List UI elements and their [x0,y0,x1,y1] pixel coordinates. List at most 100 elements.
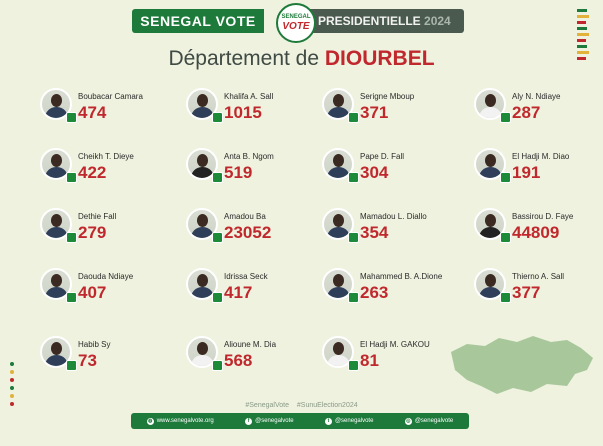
check-badge-icon [212,360,223,371]
candidate-name: El Hadji M. Diao [512,152,570,161]
candidate-votes: 81 [360,351,379,370]
candidate-name: El Hadji M. GAKOU [360,340,430,349]
candidate-name: Cheikh T. Dieye [78,152,134,161]
instagram-icon: ◎ [404,417,412,425]
candidate-votes: 377 [512,283,541,302]
candidate-name: Idrissa Seck [224,272,268,281]
candidate-name: Aly N. Ndiaye [512,92,561,101]
department-name: DIOURBEL [324,47,435,70]
check-badge-icon [212,292,223,303]
decorative-dots [10,358,16,428]
candidate-photo [186,336,218,368]
candidate-photo [186,148,218,180]
candidate-votes: 263 [360,283,389,302]
candidate-votes: 1015 [224,103,262,122]
candidate-photo [40,336,72,368]
check-badge-icon [500,172,511,183]
check-badge-icon [66,112,77,123]
check-badge-icon [500,112,511,123]
candidate-name: Pape D. Fall [360,152,405,161]
candidate-name: Amadou Ba [224,212,266,221]
candidate-photo [474,88,506,120]
candidate-votes: 407 [78,283,107,302]
candidate-card: Anta B. Ngom 519 [186,146,326,190]
candidate-votes: 568 [224,351,253,370]
hashtags: #SenegalVote #SunuElection2024 [245,402,358,409]
candidate-name: Mamadou L. Diallo [360,212,427,221]
candidate-votes: 287 [512,103,541,122]
region-map [451,336,593,394]
candidate-name: Anta B. Ngom [224,152,274,161]
twitter-icon: t [324,417,332,425]
senegal-vote-logo: SENEGAL VOTE [276,3,316,43]
candidate-name: Dethie Fall [78,212,117,221]
candidate-votes: 371 [360,103,389,122]
candidate-card: Daouda Ndiaye 407 [40,266,180,310]
check-badge-icon [212,172,223,183]
candidate-card: Pape D. Fall 304 [322,146,462,190]
decorative-stripes [577,6,591,78]
candidate-card: Idrissa Seck 417 [186,266,326,310]
candidate-name: Habib Sy [78,340,111,349]
check-badge-icon [348,232,359,243]
candidate-votes: 44809 [512,223,560,242]
check-badge-icon [348,360,359,371]
candidate-card: Cheikh T. Dieye 422 [40,146,180,190]
title-prefix: Département de [168,47,320,70]
candidate-votes: 519 [224,163,253,182]
check-badge-icon [66,360,77,371]
candidate-name: Alioune M. Dia [224,340,277,349]
election-label: PRESIDENTIELLE 2024 [296,9,464,33]
website-link[interactable]: ◍ www.senegalvote.org [146,417,214,425]
candidate-card: Aly N. Ndiaye 287 [474,86,603,130]
candidate-card: Habib Sy 73 [40,334,180,378]
footer-bar: ◍ www.senegalvote.org f @senegalvote t @sen… [131,413,469,429]
check-badge-icon [348,112,359,123]
twitter-link[interactable]: t @senegalvote [324,417,373,425]
candidate-votes: 474 [78,103,107,122]
globe-icon: ◍ [146,417,154,425]
facebook-icon: f [245,417,253,425]
candidate-votes: 279 [78,223,107,242]
check-badge-icon [348,172,359,183]
candidate-name: Khalifa A. Sall [224,92,274,101]
logo-bottom-text: VOTE [282,21,310,32]
page-title: Département de DIOURBEL [0,47,603,71]
candidate-name: Mahammed B. A.Dione [360,272,443,281]
election-year: 2024 [424,14,451,28]
candidate-card: Mahammed B. A.Dione 263 [322,266,462,310]
candidate-votes: 304 [360,163,389,182]
candidate-card: Dethie Fall 279 [40,206,180,250]
instagram-link[interactable]: ◎ @senegalvote [404,417,454,425]
candidate-name: Boubacar Camara [78,92,143,101]
check-badge-icon [500,292,511,303]
candidate-votes: 417 [224,283,253,302]
candidate-card: Mamadou L. Diallo 354 [322,206,462,250]
candidate-card: Alioune M. Dia 568 [186,334,326,378]
candidate-card: El Hadji M. Diao 191 [474,146,603,190]
check-badge-icon [212,112,223,123]
candidate-card: Bassirou D. Faye 44809 [474,206,603,250]
check-badge-icon [66,292,77,303]
check-badge-icon [500,232,511,243]
facebook-link[interactable]: f @senegalvote [245,417,294,425]
candidate-name: Thierno A. Sall [512,272,565,281]
candidate-votes: 23052 [224,223,272,242]
candidate-card: Serigne Mboup 371 [322,86,462,130]
candidate-card: El Hadji M. GAKOU 81 [322,334,462,378]
candidate-votes: 354 [360,223,389,242]
candidate-card: Boubacar Camara 474 [40,86,180,130]
check-badge-icon [66,232,77,243]
candidate-card: Thierno A. Sall 377 [474,266,603,310]
candidate-card: Khalifa A. Sall 1015 [186,86,326,130]
header-banner: SENEGAL VOTE PRESIDENTIELLE 2024 [132,9,464,33]
check-badge-icon [66,172,77,183]
candidate-card: Amadou Ba 23052 [186,206,326,250]
candidate-photo [322,336,354,368]
election-name: PRESIDENTIELLE [318,14,421,28]
check-badge-icon [348,292,359,303]
check-badge-icon [212,232,223,243]
brand-label: SENEGAL VOTE [132,9,264,33]
logo-top-text: SENEGAL [281,14,311,20]
candidate-votes: 422 [78,163,107,182]
